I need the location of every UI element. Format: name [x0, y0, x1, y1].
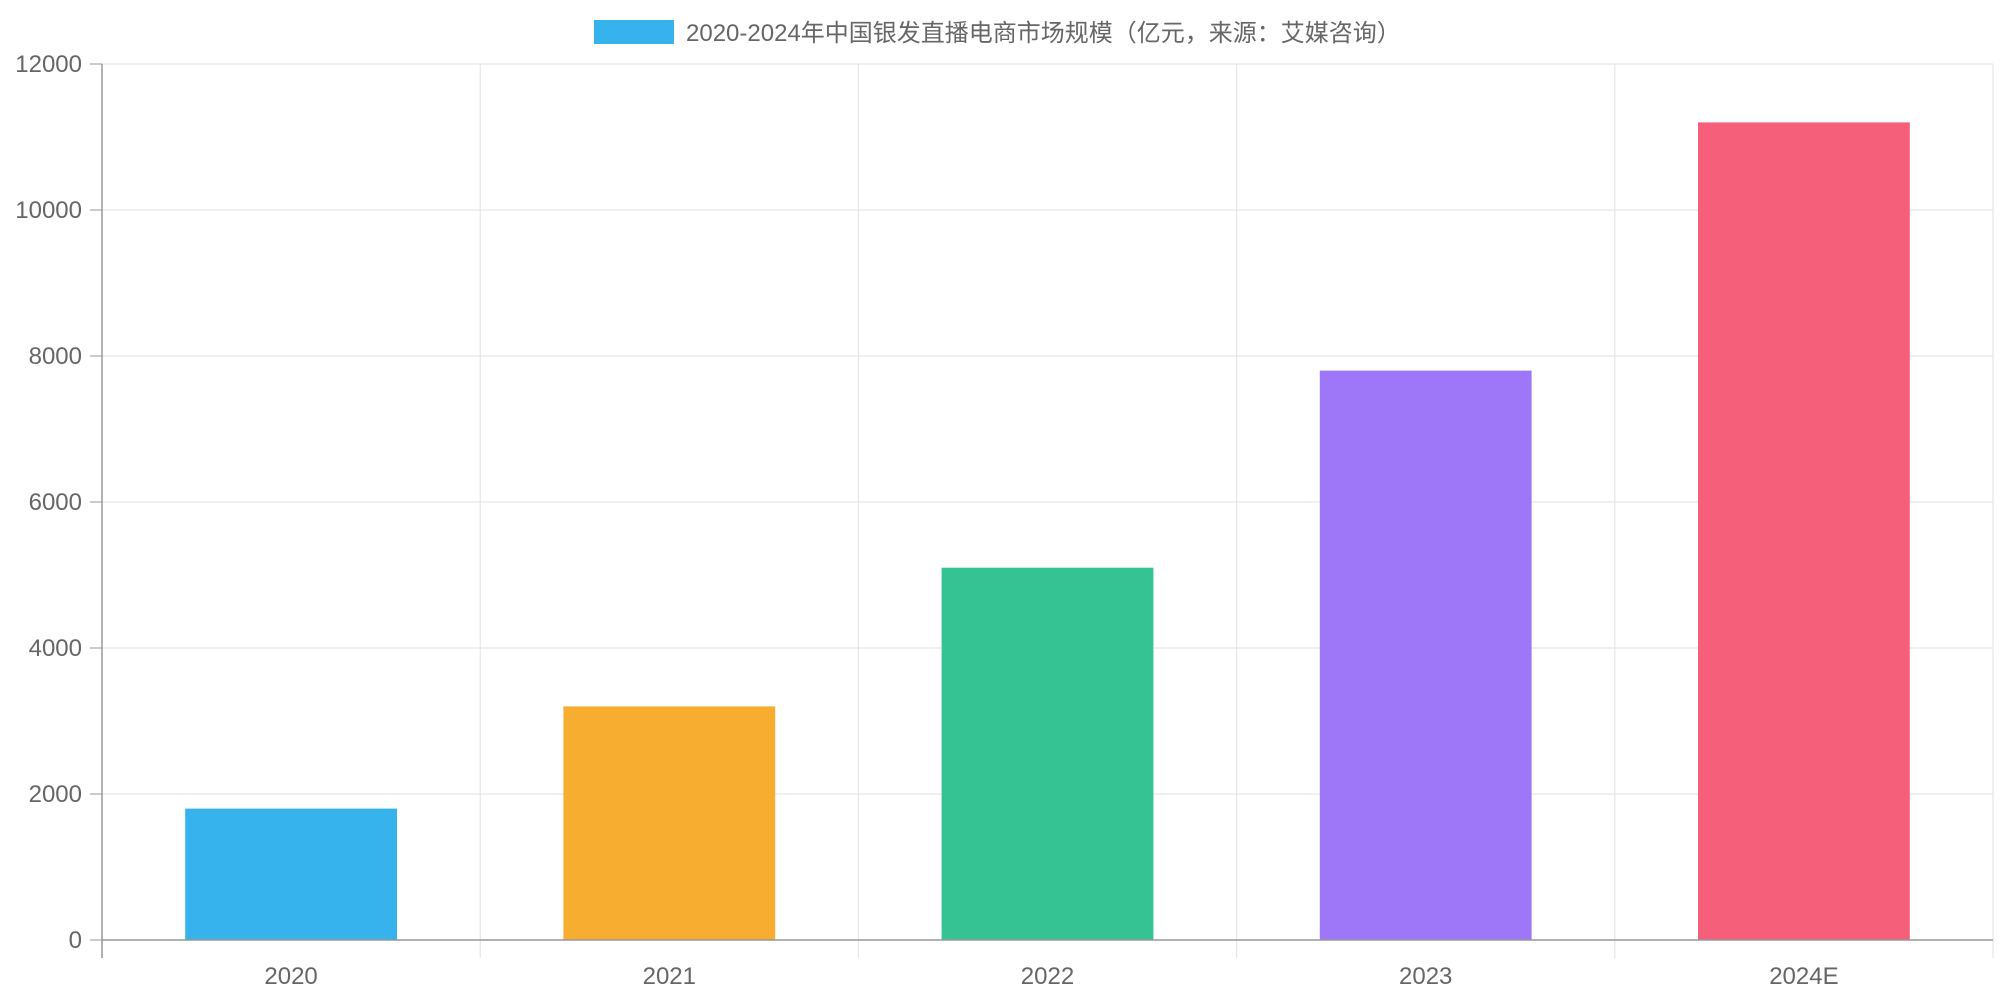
y-tick-label: 4000	[29, 635, 82, 662]
legend-label: 2020-2024年中国银发直播电商市场规模（亿元，来源：艾媒咨询）	[686, 20, 1401, 47]
y-tick-label: 2000	[29, 781, 82, 808]
y-tick-label: 6000	[29, 489, 82, 516]
axes	[90, 63, 1994, 958]
tick-labels: 0 2000 4000 6000 8000 10000 12000 2020 2021 2022 2…	[15, 51, 1838, 990]
x-tick-label: 2020	[264, 963, 317, 990]
legend[interactable]: 2020-2024年中国银发直播电商市场规模（亿元，来源：艾媒咨询）	[594, 20, 1401, 47]
bar-2024E	[1698, 122, 1910, 940]
y-tick-label: 0	[69, 927, 82, 954]
x-tick-label: 2022	[1021, 963, 1074, 990]
y-tick-label: 12000	[15, 51, 82, 78]
y-tick-label: 10000	[15, 197, 82, 224]
x-tick-label: 2021	[643, 963, 696, 990]
bar-2021	[563, 706, 776, 940]
legend-swatch	[594, 20, 674, 44]
y-tick-label: 8000	[29, 343, 82, 370]
bar-2022	[941, 567, 1154, 940]
bar-2023	[1319, 370, 1532, 941]
x-tick-label: 2024E	[1769, 963, 1838, 990]
bars	[185, 122, 1910, 941]
x-tick-label: 2023	[1399, 963, 1452, 990]
grid	[102, 63, 1994, 940]
bar-2020	[185, 808, 397, 940]
